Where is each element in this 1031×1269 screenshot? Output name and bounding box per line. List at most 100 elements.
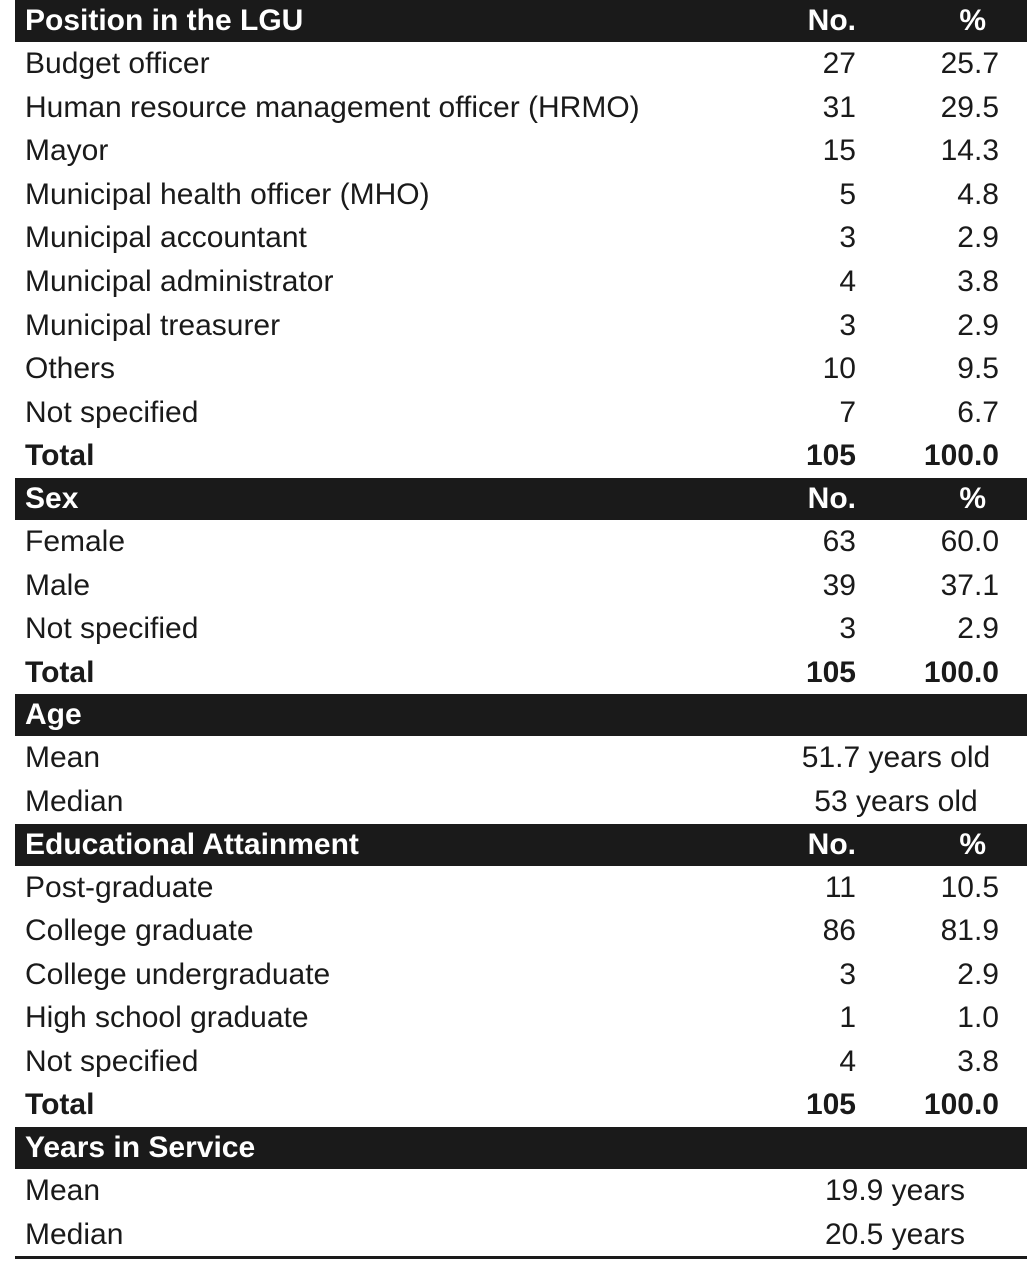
total-count: 105: [805, 655, 856, 689]
section-title: Sex: [25, 481, 79, 515]
table-row: College graduate 86 81.9: [15, 909, 1027, 953]
row-count: 5: [839, 177, 856, 211]
total-row: Total 105 100.0: [15, 1083, 1027, 1127]
row-label: Municipal administrator: [25, 264, 334, 298]
row-label: Municipal treasurer: [25, 308, 281, 342]
row-label: College graduate: [25, 914, 254, 948]
stat-row: Median 20.5 years: [15, 1213, 1027, 1257]
row-count: 86: [822, 914, 856, 948]
row-percent: 1.0: [957, 1001, 999, 1035]
table-row: Not specified 3 2.9: [15, 607, 1027, 651]
row-percent: 2.9: [957, 221, 999, 255]
row-count: 11: [824, 870, 856, 904]
row-percent: 10.5: [940, 870, 999, 904]
row-percent: 3.8: [957, 264, 999, 298]
row-count: 31: [822, 90, 856, 124]
total-row: Total 105 100.0: [15, 651, 1027, 695]
column-header-no: No.: [807, 4, 856, 37]
section-title: Age: [25, 698, 82, 732]
column-header-percent: %: [959, 827, 986, 861]
total-label: Total: [25, 1088, 95, 1122]
row-label: Mayor: [25, 134, 109, 168]
row-percent: 81.9: [940, 914, 999, 948]
row-label: Female: [25, 524, 126, 558]
row-count: 7: [839, 395, 856, 429]
stat-label: Median: [25, 1217, 124, 1251]
stat-label: Mean: [25, 1174, 101, 1208]
section-title: Position in the LGU: [25, 4, 304, 37]
table-row: Municipal accountant 3 2.9: [15, 216, 1027, 260]
total-label: Total: [25, 655, 95, 689]
row-label: Not specified: [25, 612, 199, 646]
column-header-no: No.: [807, 827, 856, 861]
total-percent: 100.0: [923, 655, 999, 689]
row-label: Not specified: [25, 395, 199, 429]
table-row: Mayor 15 14.3: [15, 129, 1027, 173]
total-row: Total 105 100.0: [15, 434, 1027, 478]
section-header-education: Educational Attainment No. %: [15, 823, 1027, 866]
table-row: Human resource management officer (HRMO)…: [15, 86, 1027, 130]
table-row: Female 63 60.0: [15, 520, 1027, 564]
row-label: Post-graduate: [25, 870, 214, 904]
row-label: Municipal health officer (MHO): [25, 177, 430, 211]
row-label: Male: [25, 568, 91, 602]
table-row: Municipal health officer (MHO) 5 4.8: [15, 173, 1027, 217]
table-row: Not specified 4 3.8: [15, 1040, 1027, 1084]
row-percent: 14.3: [940, 134, 999, 168]
row-percent: 3.8: [957, 1044, 999, 1078]
row-count: 10: [822, 352, 856, 386]
section-title: Years in Service: [25, 1131, 256, 1165]
column-header-percent: %: [959, 4, 986, 37]
row-count: 3: [839, 957, 856, 991]
table-row: Municipal treasurer 3 2.9: [15, 304, 1027, 348]
stat-value: 53 years old: [814, 784, 978, 818]
table-row: Male 39 37.1: [15, 564, 1027, 608]
row-label: Budget officer: [25, 47, 210, 80]
column-header-percent: %: [959, 481, 986, 515]
total-count: 105: [805, 1088, 856, 1122]
row-percent: 2.9: [957, 308, 999, 342]
stat-value: 20.5 years: [824, 1217, 966, 1251]
section-header-position: Position in the LGU No. %: [15, 0, 1027, 42]
row-count: 3: [839, 612, 856, 646]
stat-row: Median 53 years old: [15, 780, 1027, 824]
row-percent: 25.7: [940, 47, 999, 80]
row-percent: 2.9: [957, 957, 999, 991]
row-count: 27: [822, 47, 856, 80]
column-header-no: No.: [807, 481, 856, 515]
stat-row: Mean 19.9 years: [15, 1169, 1027, 1213]
table-row: Municipal administrator 4 3.8: [15, 260, 1027, 304]
total-percent: 100.0: [923, 439, 999, 473]
total-label: Total: [25, 439, 95, 473]
row-label: Not specified: [25, 1044, 199, 1078]
table-bottom-rule: [15, 1256, 1027, 1259]
row-count: 15: [822, 134, 856, 168]
table-row: Not specified 7 6.7: [15, 391, 1027, 435]
table-row: Budget officer 27 25.7: [15, 42, 1027, 86]
row-count: 63: [822, 524, 856, 558]
section-header-sex: Sex No. %: [15, 477, 1027, 520]
section-header-years-in-service: Years in Service: [15, 1127, 1027, 1170]
row-count: 1: [839, 1001, 856, 1035]
row-percent: 9.5: [957, 352, 999, 386]
row-count: 4: [839, 264, 856, 298]
row-label: Others: [25, 352, 116, 386]
row-count: 3: [839, 221, 856, 255]
row-percent: 29.5: [940, 90, 999, 124]
table-row: High school graduate 1 1.0: [15, 996, 1027, 1040]
row-label: Municipal accountant: [25, 221, 307, 255]
row-percent: 6.7: [957, 395, 999, 429]
row-percent: 2.9: [957, 612, 999, 646]
row-percent: 37.1: [940, 568, 999, 602]
row-count: 39: [822, 568, 856, 602]
section-title: Educational Attainment: [25, 827, 359, 861]
total-count: 105: [805, 439, 856, 473]
row-label: Human resource management officer (HRMO): [25, 90, 640, 124]
row-percent: 4.8: [957, 177, 999, 211]
row-count: 3: [839, 308, 856, 342]
section-header-age: Age: [15, 694, 1027, 737]
stat-value: 19.9 years: [824, 1174, 966, 1208]
row-count: 4: [839, 1044, 856, 1078]
profile-table: Position in the LGU No. % Budget officer…: [15, 0, 1027, 1256]
row-label: College undergraduate: [25, 957, 331, 991]
